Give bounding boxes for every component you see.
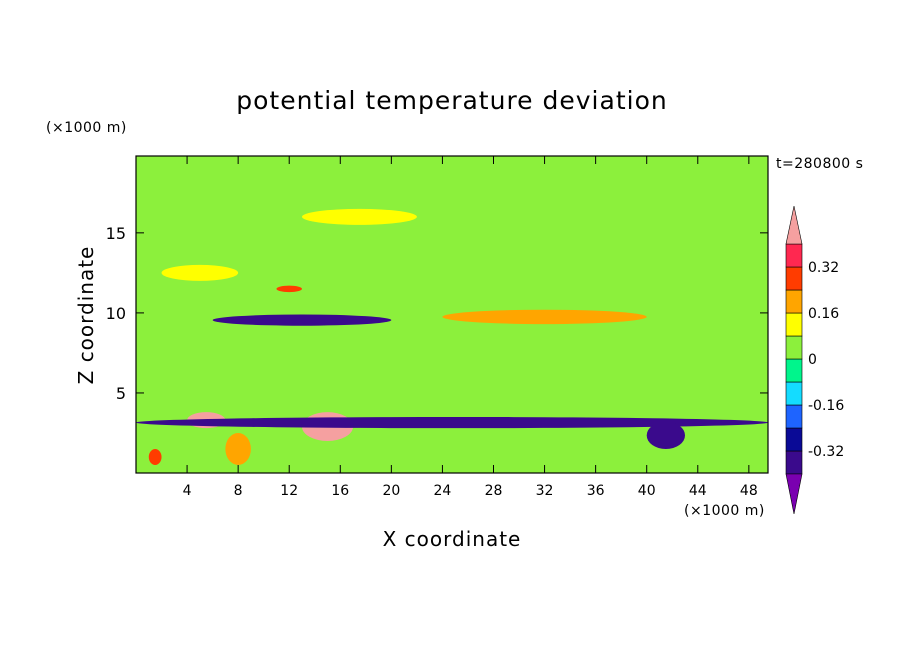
colorbar-segment bbox=[785, 381, 803, 406]
chart-title: potential temperature deviation bbox=[236, 86, 668, 115]
x-axis: 4 8 12 16 20 24 28 32 36 40 44 48 bbox=[183, 156, 758, 499]
x-tick-label: 20 bbox=[382, 483, 400, 499]
colorbar-segment bbox=[785, 335, 803, 360]
contour-region bbox=[276, 285, 302, 293]
colorbar-under-arrow bbox=[785, 473, 803, 515]
y-tick-label: 10 bbox=[106, 304, 126, 323]
x-tick-label: 36 bbox=[587, 483, 605, 499]
contour-region bbox=[225, 432, 251, 465]
contour-region bbox=[136, 416, 768, 429]
contour-region bbox=[301, 208, 417, 225]
colorbar-label: 0 bbox=[808, 352, 817, 368]
contour-field bbox=[136, 156, 768, 473]
colorbar-segment bbox=[785, 289, 803, 314]
contour-region bbox=[212, 314, 392, 326]
colorbar-segment bbox=[785, 312, 803, 337]
colorbar-segment bbox=[785, 404, 803, 429]
x-axis-label: X coordinate bbox=[382, 527, 522, 551]
x-tick-label: 12 bbox=[280, 483, 298, 499]
x-tick-label: 44 bbox=[689, 483, 707, 499]
x-tick-label: 48 bbox=[740, 483, 758, 499]
x-tick-label: 28 bbox=[485, 483, 503, 499]
x-axis-unit: (×1000 m) bbox=[684, 503, 765, 519]
contour-region bbox=[148, 448, 162, 465]
contour-region bbox=[646, 421, 686, 449]
colorbar-label: -0.32 bbox=[808, 444, 844, 460]
y-axis: 5 10 15 bbox=[106, 224, 768, 403]
colorbar-label: 0.32 bbox=[808, 260, 839, 276]
time-label: t=280800 s bbox=[776, 156, 864, 172]
x-tick-label: 40 bbox=[638, 483, 656, 499]
colorbar-segment bbox=[785, 450, 803, 475]
colorbar-segment bbox=[785, 427, 803, 452]
x-tick-label: 16 bbox=[331, 483, 349, 499]
y-axis-unit: (×1000 m) bbox=[46, 120, 127, 136]
y-tick-label: 5 bbox=[116, 384, 126, 403]
plot-frame bbox=[135, 155, 769, 474]
contour-region bbox=[442, 309, 647, 325]
colorbar-label: 0.16 bbox=[808, 306, 839, 322]
x-tick-label: 32 bbox=[536, 483, 554, 499]
colorbar-over-arrow bbox=[785, 205, 803, 245]
colorbar: -0.32 -0.16 0 0.16 0.32 bbox=[785, 205, 844, 515]
x-tick-label: 24 bbox=[434, 483, 452, 499]
colorbar-segment bbox=[785, 243, 803, 268]
colorbar-label: -0.16 bbox=[808, 398, 844, 414]
colorbar-segment bbox=[785, 358, 803, 383]
x-tick-label: 4 bbox=[183, 483, 192, 499]
contour-region bbox=[161, 264, 239, 281]
colorbar-segment bbox=[785, 266, 803, 291]
x-tick-label: 8 bbox=[234, 483, 243, 499]
y-tick-label: 15 bbox=[106, 224, 126, 243]
